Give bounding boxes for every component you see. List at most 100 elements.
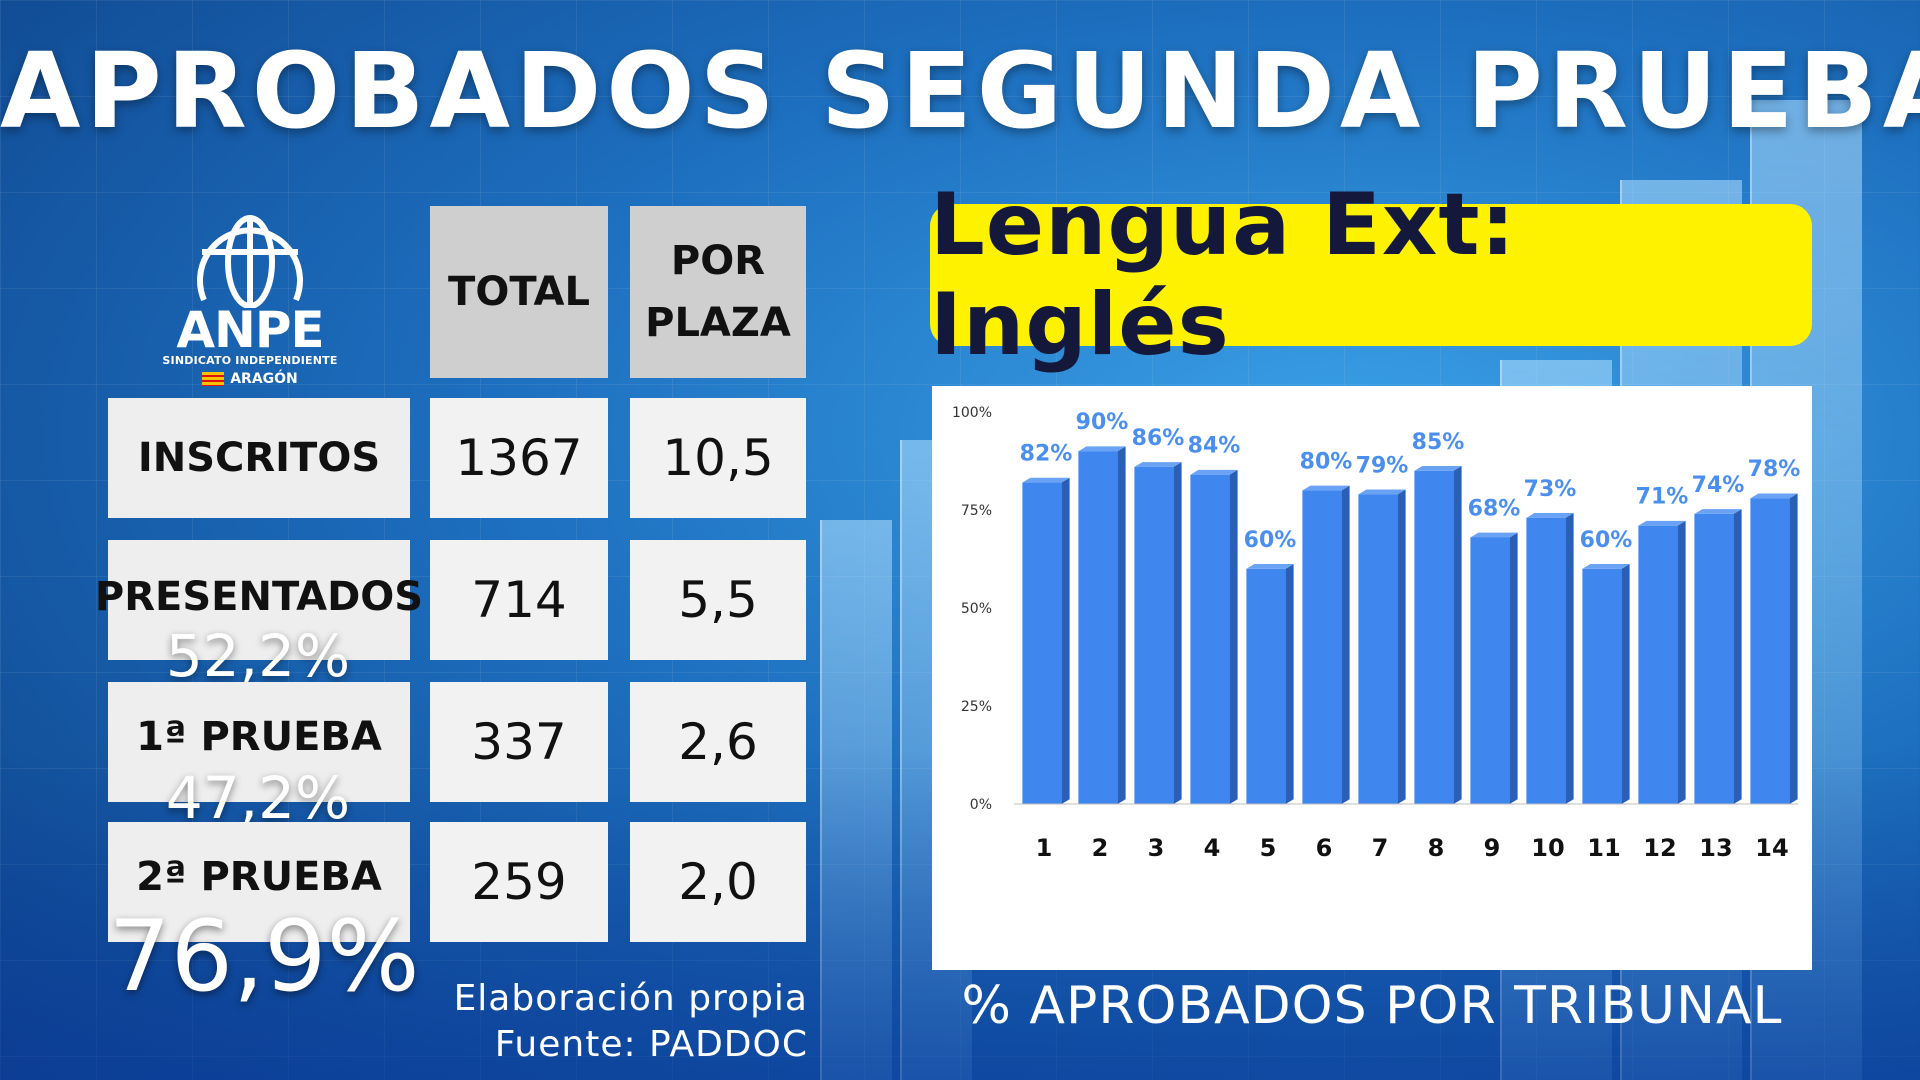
data-label: 71%	[1636, 485, 1689, 510]
bar-side	[1285, 564, 1294, 804]
bar-top	[1582, 564, 1630, 569]
bar	[1302, 490, 1342, 804]
y-tick-label: 50%	[961, 601, 992, 617]
bar-side	[1173, 462, 1182, 804]
bar-top	[1414, 466, 1462, 471]
bar-side	[1341, 485, 1350, 804]
data-label: 73%	[1524, 477, 1577, 502]
bar	[1134, 466, 1174, 804]
bar-top	[1078, 446, 1126, 452]
row-total-presentados: 714	[430, 540, 608, 660]
x-tick-label: 3	[1148, 834, 1165, 862]
chart-panel: ANPE SINDICATO INDEPENDIENTE 0% 25% 50% 75%…	[932, 386, 1812, 970]
bar-top	[1022, 477, 1070, 483]
bar	[1582, 568, 1622, 804]
x-tick-label: 7	[1372, 834, 1389, 862]
x-tick-label: 11	[1587, 834, 1620, 862]
background-bar	[820, 520, 892, 1080]
bar	[1414, 470, 1454, 804]
logo-region: ARAGÓN	[160, 371, 340, 387]
subject-badge: Lengua Ext: Inglés	[930, 175, 1812, 375]
row-total-2a-prueba: 259	[430, 822, 608, 942]
page-title: APROBADOS SEGUNDA PRUEBA	[0, 30, 1920, 152]
bar-chart: ANPE SINDICATO INDEPENDIENTE 0%25%50%75%…	[952, 405, 1801, 893]
bar-top	[1694, 509, 1742, 514]
logo-subtitle: SINDICATO INDEPENDIENTE	[162, 354, 338, 367]
bar	[1750, 498, 1790, 804]
data-label: 74%	[1692, 473, 1745, 498]
bar-top	[1750, 493, 1798, 499]
bar-top	[1190, 469, 1238, 475]
x-tick-label: 10	[1531, 834, 1564, 862]
row-label-2a-prueba: 2ª PRUEBA	[108, 822, 410, 942]
bar-top	[1246, 564, 1294, 569]
y-tick-label: 100%	[952, 405, 992, 421]
anpe-logo: ANPE SINDICATO INDEPENDIENTE ARAGÓN	[160, 212, 340, 388]
bar-top	[1302, 485, 1350, 491]
bar-top	[1470, 532, 1518, 538]
percent-1a-prueba: 47,2%	[165, 764, 351, 832]
x-tick-label: 9	[1484, 834, 1501, 862]
percent-2a-prueba: 76,9%	[108, 900, 420, 1014]
row-per-place-inscritos: 10,5	[630, 398, 806, 518]
bar-side	[1509, 532, 1518, 804]
bar-top	[1638, 520, 1686, 526]
bar	[1694, 513, 1734, 804]
header-total: TOTAL	[430, 206, 608, 378]
row-label-inscritos: INSCRITOS	[108, 398, 410, 518]
x-tick-label: 4	[1204, 834, 1221, 862]
y-tick-label: 0%	[970, 797, 992, 813]
data-label: 84%	[1188, 434, 1241, 459]
data-label: 78%	[1748, 457, 1801, 482]
x-tick-label: 6	[1316, 834, 1333, 862]
bar-side	[1453, 466, 1462, 804]
bar-side	[1789, 493, 1798, 804]
bar-side	[1117, 446, 1126, 804]
row-label-presentados: PRESENTADOS	[95, 540, 423, 660]
x-tick-label: 5	[1260, 834, 1277, 862]
header-per-place: POR PLAZA	[630, 206, 806, 378]
source-line-1: Elaboración propia	[453, 978, 808, 1019]
bar-side	[1061, 477, 1070, 804]
bar-side	[1229, 469, 1238, 804]
data-label: 85%	[1412, 430, 1465, 455]
data-label: 79%	[1356, 453, 1409, 478]
bar-side	[1621, 564, 1630, 804]
bar-top	[1526, 513, 1574, 518]
percent-presentados: 52,2%	[165, 622, 351, 690]
watermark-subtitle: SINDICATO INDEPENDIENTE	[1225, 869, 1535, 893]
row-per-place-2a-prueba: 2,0	[630, 822, 806, 942]
data-label: 90%	[1076, 410, 1129, 435]
data-label: 82%	[1020, 442, 1073, 467]
y-tick-label: 25%	[961, 699, 992, 715]
bar	[1526, 517, 1566, 804]
data-label: 80%	[1300, 449, 1353, 474]
bar	[1470, 537, 1510, 804]
source-line-2: Fuente: PADDOC	[494, 1024, 808, 1065]
bar	[1190, 474, 1230, 804]
x-tick-label: 2	[1092, 834, 1109, 862]
bar	[1022, 482, 1062, 804]
aragon-flag-icon	[202, 372, 225, 386]
bar-side	[1565, 513, 1574, 804]
bar	[1638, 525, 1678, 804]
x-tick-label: 14	[1755, 834, 1788, 862]
logo-name: ANPE	[176, 301, 324, 359]
source-note: Elaboración propia Fuente: PADDOC	[420, 976, 808, 1068]
bar-side	[1397, 489, 1406, 804]
data-label: 60%	[1580, 528, 1633, 553]
y-tick-label: 75%	[961, 503, 992, 519]
data-label: 86%	[1132, 426, 1185, 451]
row-total-1a-prueba: 337	[430, 682, 608, 802]
bar	[1078, 451, 1118, 804]
row-per-place-1a-prueba: 2,6	[630, 682, 806, 802]
x-tick-label: 8	[1428, 834, 1445, 862]
row-total-inscritos: 1367	[430, 398, 608, 518]
bar-side	[1733, 509, 1742, 804]
bar	[1246, 568, 1286, 804]
row-per-place-presentados: 5,5	[630, 540, 806, 660]
bar-top	[1358, 489, 1406, 495]
x-tick-label: 12	[1643, 834, 1676, 862]
x-tick-label: 1	[1036, 834, 1053, 862]
row-label-1a-prueba: 1ª PRUEBA	[108, 682, 410, 802]
